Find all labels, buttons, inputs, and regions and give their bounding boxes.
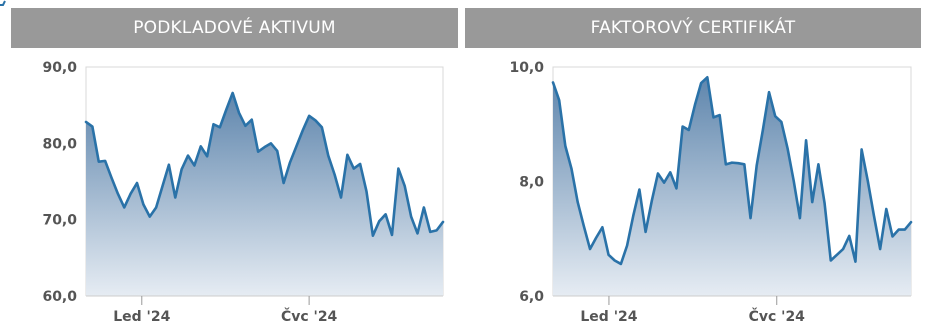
underlying-asset-chart: 90,0 80,0 70,0 60,0 Led '24 Čvc '24 — [42, 60, 445, 325]
y-tick-label: 90,0 — [42, 60, 77, 76]
y-tick-label: 70,0 — [42, 213, 77, 229]
underlying-asset-panel: PODKLADOVÉ AKTIVUM 90,0 80,0 70,0 60,0 Led '… — [11, 8, 458, 326]
accent-mark — [0, 0, 6, 6]
panel-title: PODKLADOVÉ AKTIVUM — [11, 8, 458, 48]
x-tick-label: Čvc '24 — [281, 307, 338, 325]
factor-certificate-chart: 10,0 8,0 6,0 Led '24 Čvc '24 — [509, 60, 913, 325]
x-tick-label: Čvc '24 — [749, 307, 806, 325]
y-tick-label: 60,0 — [42, 289, 77, 305]
panel-title: FAKTOROVÝ CERTIFIKÁT — [465, 8, 921, 48]
certificate-area-fill — [553, 77, 911, 296]
underlying-series-line — [84, 91, 445, 237]
x-tick-label: Led '24 — [580, 309, 637, 325]
y-tick-label: 6,0 — [519, 289, 544, 305]
y-tick-label: 80,0 — [42, 136, 77, 152]
factor-certificate-panel: FAKTOROVÝ CERTIFIKÁT 10,0 8,0 6,0 Led '24 Čv… — [465, 8, 921, 326]
y-tick-label: 8,0 — [519, 175, 544, 191]
x-tick-label: Led '24 — [113, 309, 170, 325]
y-tick-label: 10,0 — [509, 60, 544, 76]
underlying-area-fill — [86, 92, 443, 296]
certificate-series-line — [551, 76, 913, 266]
